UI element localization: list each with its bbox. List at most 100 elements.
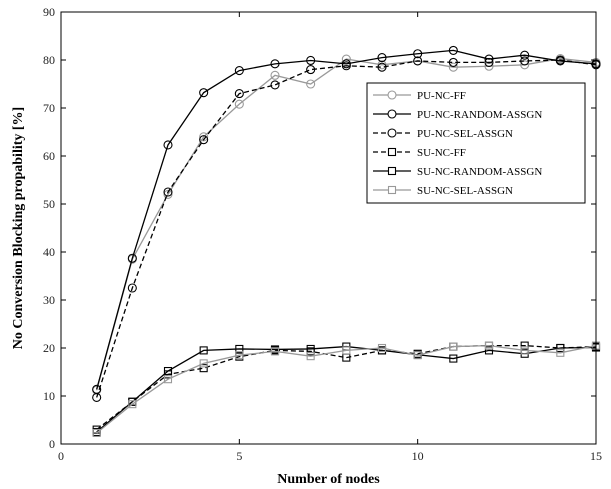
data-point [127, 283, 137, 293]
data-point [449, 342, 458, 351]
y-tick-label: 40 [43, 245, 55, 259]
legend-marker [387, 128, 397, 138]
data-point [413, 56, 423, 66]
legend-label: SU-NC-RANDOM-ASSGN [417, 166, 542, 178]
series-su-nc-sel-assgn [92, 341, 601, 438]
data-point [342, 346, 351, 355]
legend-box [366, 82, 586, 204]
legend-label: SU-NC-FF [417, 147, 466, 159]
data-point [234, 66, 244, 76]
data-point [484, 57, 494, 67]
data-point [377, 53, 387, 63]
x-axis-label: Number of nodes [277, 472, 380, 487]
series-pu-nc-sel-assgn [92, 55, 601, 402]
legend: PU-NC-FF PU-NC-RANDOM-ASSGN PU-NC-SEL-ASSG… [366, 82, 586, 204]
axes: 0 5 10 15 0 10 20 30 40 50 60 70 80 90 [43, 5, 602, 463]
data-point [234, 99, 244, 109]
data-point [199, 135, 209, 145]
series-line [96, 59, 597, 398]
x-tick-label: 0 [58, 449, 64, 463]
legend-item: PU-NC-FF [373, 90, 466, 102]
legend-item: SU-NC-RANDOM-ASSGN [373, 166, 542, 178]
series-line [96, 49, 597, 390]
data-point [520, 60, 530, 70]
data-point [341, 54, 351, 64]
data-point [235, 351, 244, 360]
data-point [199, 346, 208, 355]
series-line [96, 57, 597, 391]
legend-marker [387, 147, 397, 157]
legend-label: PU-NC-RANDOM-ASSGN [417, 109, 542, 121]
data-point [306, 65, 316, 75]
data-point [163, 375, 173, 384]
data-point [484, 346, 494, 355]
data-point [92, 428, 101, 438]
data-point [449, 354, 458, 363]
data-point [377, 60, 387, 70]
legend-marker [387, 109, 397, 119]
legend-item: PU-NC-SEL-ASSGN [373, 128, 513, 140]
data-point [377, 62, 387, 72]
x-tick-label: 5 [236, 449, 242, 463]
data-point [555, 55, 565, 65]
data-point [306, 55, 316, 66]
y-tick-label: 10 [43, 389, 55, 403]
legend-label: PU-NC-SEL-ASSGN [417, 128, 513, 140]
axes-frame [60, 11, 597, 445]
legend-label: PU-NC-FF [417, 90, 466, 102]
data-point [234, 89, 244, 99]
data-point [163, 187, 173, 197]
data-point [306, 352, 315, 361]
data-point [270, 59, 280, 69]
y-tick-label: 80 [43, 53, 55, 67]
y-tick-label: 50 [43, 197, 55, 211]
legend-item: SU-NC-SEL-ASSGN [373, 185, 513, 197]
y-tick-label: 0 [49, 437, 55, 451]
legend-marker [387, 90, 397, 100]
data-point [520, 50, 530, 60]
series-layer [92, 45, 601, 438]
x-tick-label: 10 [412, 449, 424, 463]
data-point [413, 351, 422, 360]
y-tick-label: 70 [43, 101, 55, 115]
data-point [556, 343, 565, 353]
data-point [163, 189, 173, 199]
legend-label: SU-NC-SEL-ASSGN [417, 185, 513, 197]
data-point [520, 56, 530, 66]
legend-marker [387, 185, 397, 195]
data-point [341, 61, 351, 71]
legend-item: PU-NC-RANDOM-ASSGN [373, 109, 542, 121]
data-point [448, 62, 458, 72]
data-point [199, 364, 208, 373]
series-line [96, 344, 597, 434]
y-tick-label: 90 [43, 5, 55, 19]
data-point [127, 253, 137, 263]
data-point [520, 341, 529, 350]
data-point [270, 70, 280, 80]
data-point [92, 392, 102, 402]
data-point [270, 347, 280, 356]
y-tick-label: 30 [43, 293, 55, 307]
data-point [270, 80, 280, 90]
legend-item: SU-NC-FF [373, 147, 466, 159]
data-point [199, 359, 208, 368]
data-point [556, 348, 565, 357]
data-point [484, 341, 494, 350]
data-point [199, 132, 209, 142]
series-line [96, 344, 597, 431]
y-tick-label: 60 [43, 149, 55, 163]
data-point [199, 88, 209, 98]
data-point [377, 343, 387, 353]
y-tick-label: 20 [43, 341, 55, 355]
data-point [235, 344, 244, 354]
data-point [128, 400, 137, 409]
data-point [520, 346, 529, 355]
data-point [413, 49, 423, 59]
data-point [448, 45, 458, 55]
data-point [163, 140, 173, 150]
legend-marker [387, 166, 397, 176]
data-point [448, 57, 458, 67]
x-tick-label: 15 [590, 449, 602, 463]
data-point [163, 366, 173, 376]
